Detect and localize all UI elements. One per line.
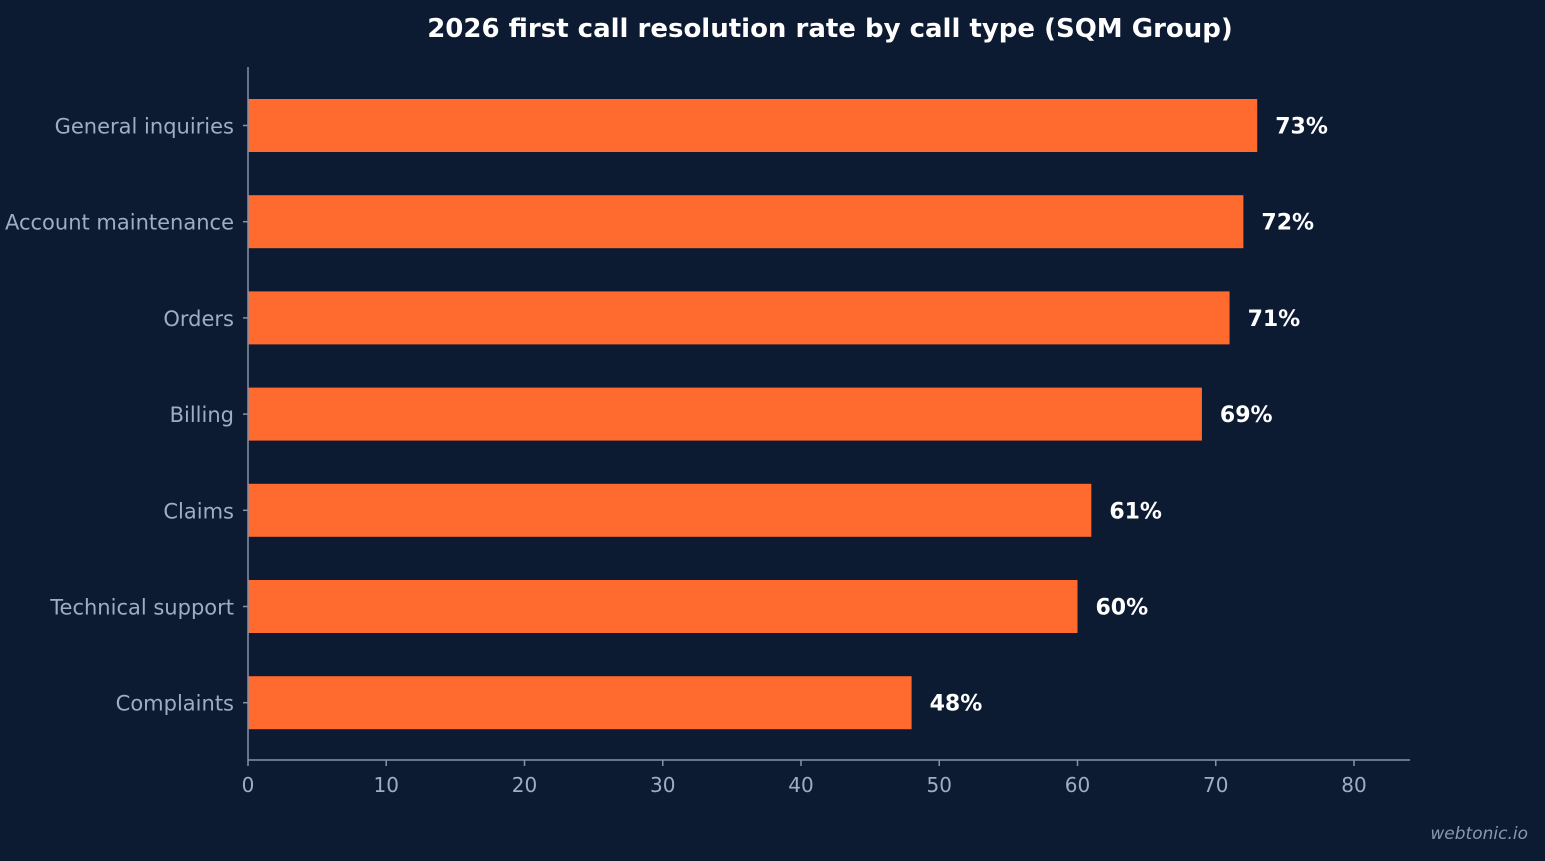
bar-claims xyxy=(248,483,1092,537)
value-label-orders: 71% xyxy=(1248,307,1301,332)
x-tick-label-10: 10 xyxy=(374,773,399,797)
value-label-general-inquiries: 73% xyxy=(1275,115,1328,140)
bars-group xyxy=(248,99,1258,730)
x-tick-label-50: 50 xyxy=(927,773,952,797)
value-label-complaints: 48% xyxy=(930,692,983,717)
x-tick-label-20: 20 xyxy=(512,773,537,797)
category-label-account-maintenance: Account maintenance xyxy=(5,211,234,235)
category-label-complaints: Complaints xyxy=(116,692,234,716)
category-label-billing: Billing xyxy=(170,403,234,427)
labels-group: 73% General inquiries 72% Account maintenan… xyxy=(5,115,1367,798)
x-tick-label-0: 0 xyxy=(242,773,255,797)
x-tick-label-80: 80 xyxy=(1341,773,1366,797)
category-label-orders: Orders xyxy=(163,307,234,331)
value-label-technical-support: 60% xyxy=(1096,596,1149,621)
value-label-claims: 61% xyxy=(1109,499,1162,524)
x-tick-label-40: 40 xyxy=(788,773,813,797)
bar-account-maintenance xyxy=(248,195,1244,249)
x-tick-label-60: 60 xyxy=(1065,773,1090,797)
bar-general-inquiries xyxy=(248,99,1258,152)
x-tick-label-70: 70 xyxy=(1203,773,1228,797)
value-label-account-maintenance: 72% xyxy=(1261,211,1314,236)
x-tick-label-30: 30 xyxy=(650,773,675,797)
value-label-billing: 69% xyxy=(1220,403,1273,428)
bar-billing xyxy=(248,387,1202,441)
category-label-claims: Claims xyxy=(163,499,234,523)
bar-complaints xyxy=(248,676,912,730)
category-label-technical-support: Technical support xyxy=(49,596,234,620)
bar-orders xyxy=(248,291,1230,345)
category-label-general-inquiries: General inquiries xyxy=(55,115,234,139)
watermark-text: webtonic.io xyxy=(1430,824,1528,844)
chart-title: 2026 first call resolution rate by call … xyxy=(427,14,1233,44)
bar-technical-support xyxy=(248,580,1078,633)
axes-group xyxy=(243,67,1410,766)
